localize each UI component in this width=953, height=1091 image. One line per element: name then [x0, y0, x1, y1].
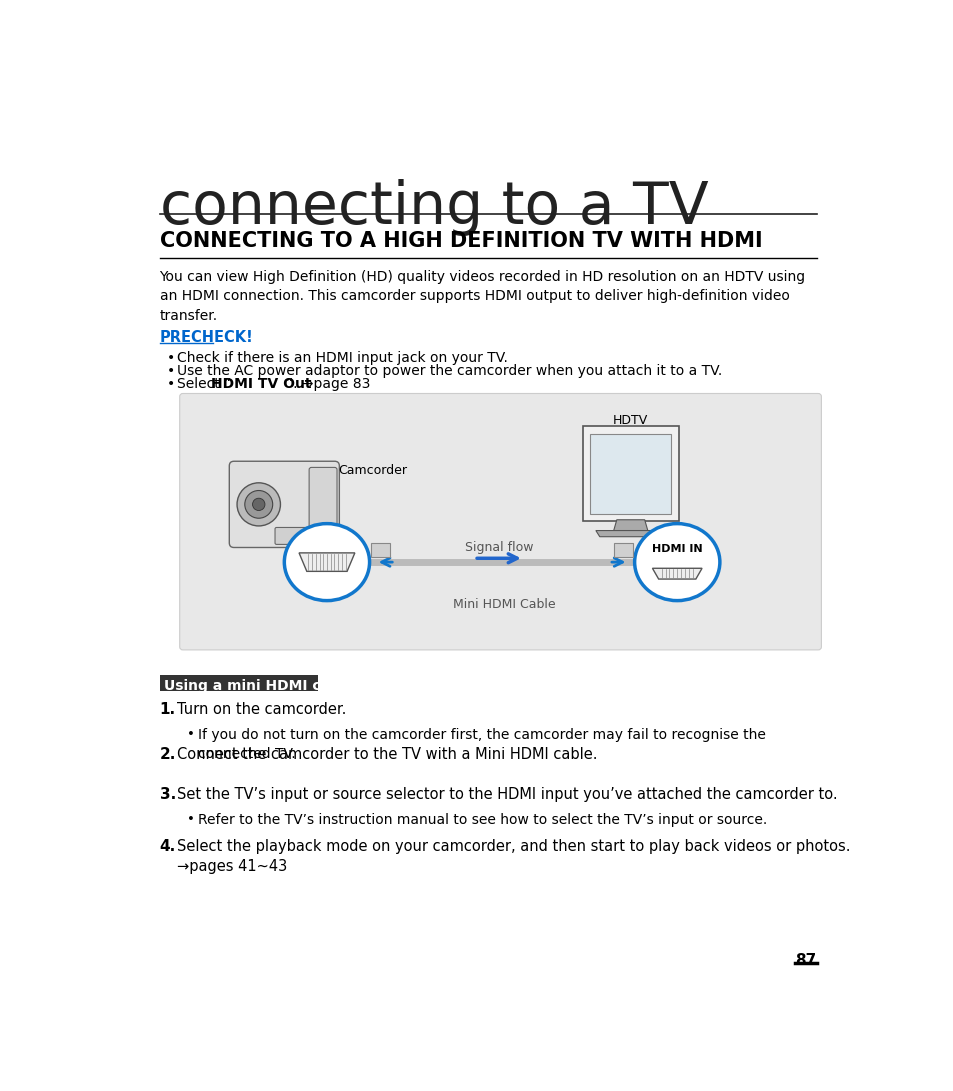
Text: Refer to the TV’s instruction manual to see how to select the TV’s input or sour: Refer to the TV’s instruction manual to … [197, 813, 766, 827]
Text: Select “: Select “ [177, 377, 232, 392]
Text: Use the AC power adaptor to power the camcorder when you attach it to a TV.: Use the AC power adaptor to power the ca… [177, 364, 721, 379]
Text: 87: 87 [795, 954, 816, 969]
Ellipse shape [284, 524, 369, 601]
Text: PRECHECK!: PRECHECK! [159, 329, 253, 345]
Text: Turn on the camcorder.: Turn on the camcorder. [177, 703, 346, 717]
Text: Connect the camcorder to the TV with a Mini HDMI cable.: Connect the camcorder to the TV with a M… [177, 747, 598, 762]
FancyBboxPatch shape [582, 425, 679, 521]
FancyBboxPatch shape [159, 674, 318, 692]
Text: Signal flow: Signal flow [464, 540, 533, 553]
Text: ”. →page 83: ”. →page 83 [286, 377, 370, 392]
Text: Camcorder: Camcorder [337, 464, 406, 477]
Text: 3.: 3. [159, 787, 175, 802]
Ellipse shape [634, 524, 720, 601]
Text: Select the playback mode on your camcorder, and then start to play back videos o: Select the playback mode on your camcord… [177, 839, 850, 874]
Text: •: • [167, 351, 175, 365]
Polygon shape [298, 553, 355, 572]
FancyBboxPatch shape [179, 394, 821, 650]
FancyBboxPatch shape [371, 543, 390, 556]
Polygon shape [613, 519, 647, 530]
Polygon shape [596, 530, 665, 537]
FancyBboxPatch shape [309, 467, 336, 538]
Text: You can view High Definition (HD) quality videos recorded in HD resolution on an: You can view High Definition (HD) qualit… [159, 269, 805, 323]
Text: 4.: 4. [159, 839, 175, 854]
Text: Mini HDMI Cable: Mini HDMI Cable [453, 598, 556, 611]
Text: •: • [187, 813, 195, 826]
Text: HDMI IN: HDMI IN [651, 543, 701, 553]
Text: 2.: 2. [159, 747, 175, 762]
Text: Using a mini HDMI cable: Using a mini HDMI cable [164, 680, 354, 693]
FancyBboxPatch shape [274, 527, 320, 544]
FancyBboxPatch shape [229, 461, 339, 548]
Circle shape [253, 499, 265, 511]
Circle shape [236, 483, 280, 526]
Text: Check if there is an HDMI input jack on your TV.: Check if there is an HDMI input jack on … [177, 351, 508, 365]
FancyBboxPatch shape [590, 433, 670, 514]
Text: If you do not turn on the camcorder first, the camcorder may fail to recognise t: If you do not turn on the camcorder firs… [197, 729, 764, 760]
Text: HDMI TV Out: HDMI TV Out [211, 377, 311, 392]
Text: •: • [187, 729, 195, 742]
Circle shape [245, 491, 273, 518]
Text: •: • [167, 364, 175, 379]
FancyBboxPatch shape [614, 543, 633, 556]
Text: 1.: 1. [159, 703, 175, 717]
Polygon shape [652, 568, 701, 579]
Text: Set the TV’s input or source selector to the HDMI input you’ve attached the camc: Set the TV’s input or source selector to… [177, 787, 837, 802]
Text: HDTV: HDTV [613, 415, 648, 428]
Text: connecting to a TV: connecting to a TV [159, 179, 707, 236]
Text: CONNECTING TO A HIGH DEFINITION TV WITH HDMI: CONNECTING TO A HIGH DEFINITION TV WITH … [159, 231, 761, 251]
Text: •: • [167, 377, 175, 392]
